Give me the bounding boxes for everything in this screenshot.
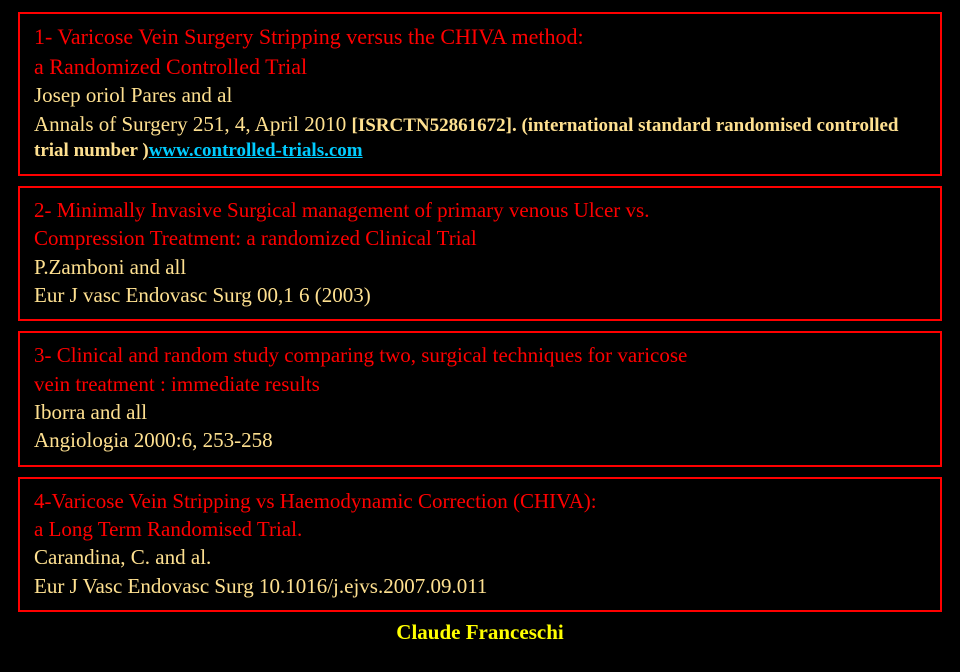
- ref4-title-line-2: a Long Term Randomised Trial.: [34, 515, 926, 543]
- footer-author: Claude Franceschi: [18, 620, 942, 645]
- ref1-journal-text-a: Annals of Surgery 251, 4, April 2010: [34, 112, 352, 136]
- ref3-title-line-2: vein treatment : immediate results: [34, 370, 926, 398]
- ref4-title-line-1: 4-Varicose Vein Stripping vs Haemodynami…: [34, 487, 926, 515]
- ref3-authors: Iborra and all: [34, 398, 926, 426]
- ref3-journal: Angiologia 2000:6, 253-258: [34, 426, 926, 454]
- reference-box-4: 4-Varicose Vein Stripping vs Haemodynami…: [18, 477, 942, 612]
- ref2-title-line-2: Compression Treatment: a randomized Clin…: [34, 224, 926, 252]
- ref3-title-line-1: 3- Clinical and random study comparing t…: [34, 341, 926, 369]
- ref1-journal: Annals of Surgery 251, 4, April 2010 [IS…: [34, 110, 926, 164]
- reference-box-3: 3- Clinical and random study comparing t…: [18, 331, 942, 466]
- ref1-link[interactable]: www.controlled-trials.com: [149, 140, 363, 161]
- ref2-journal: Eur J vasc Endovasc Surg 00,1 6 (2003): [34, 281, 926, 309]
- ref2-authors: P.Zamboni and all: [34, 253, 926, 281]
- ref1-title-line-1: 1- Varicose Vein Surgery Stripping versu…: [34, 22, 926, 52]
- ref1-title-line-2: a Randomized Controlled Trial: [34, 52, 926, 82]
- reference-box-1: 1- Varicose Vein Surgery Stripping versu…: [18, 12, 942, 176]
- ref4-authors: Carandina, C. and al.: [34, 543, 926, 571]
- reference-box-2: 2- Minimally Invasive Surgical managemen…: [18, 186, 942, 321]
- ref4-journal: Eur J Vasc Endovasc Surg 10.1016/j.ejvs.…: [34, 572, 926, 600]
- ref1-authors: Josep oriol Pares and al: [34, 81, 926, 109]
- ref2-title-line-1: 2- Minimally Invasive Surgical managemen…: [34, 196, 926, 224]
